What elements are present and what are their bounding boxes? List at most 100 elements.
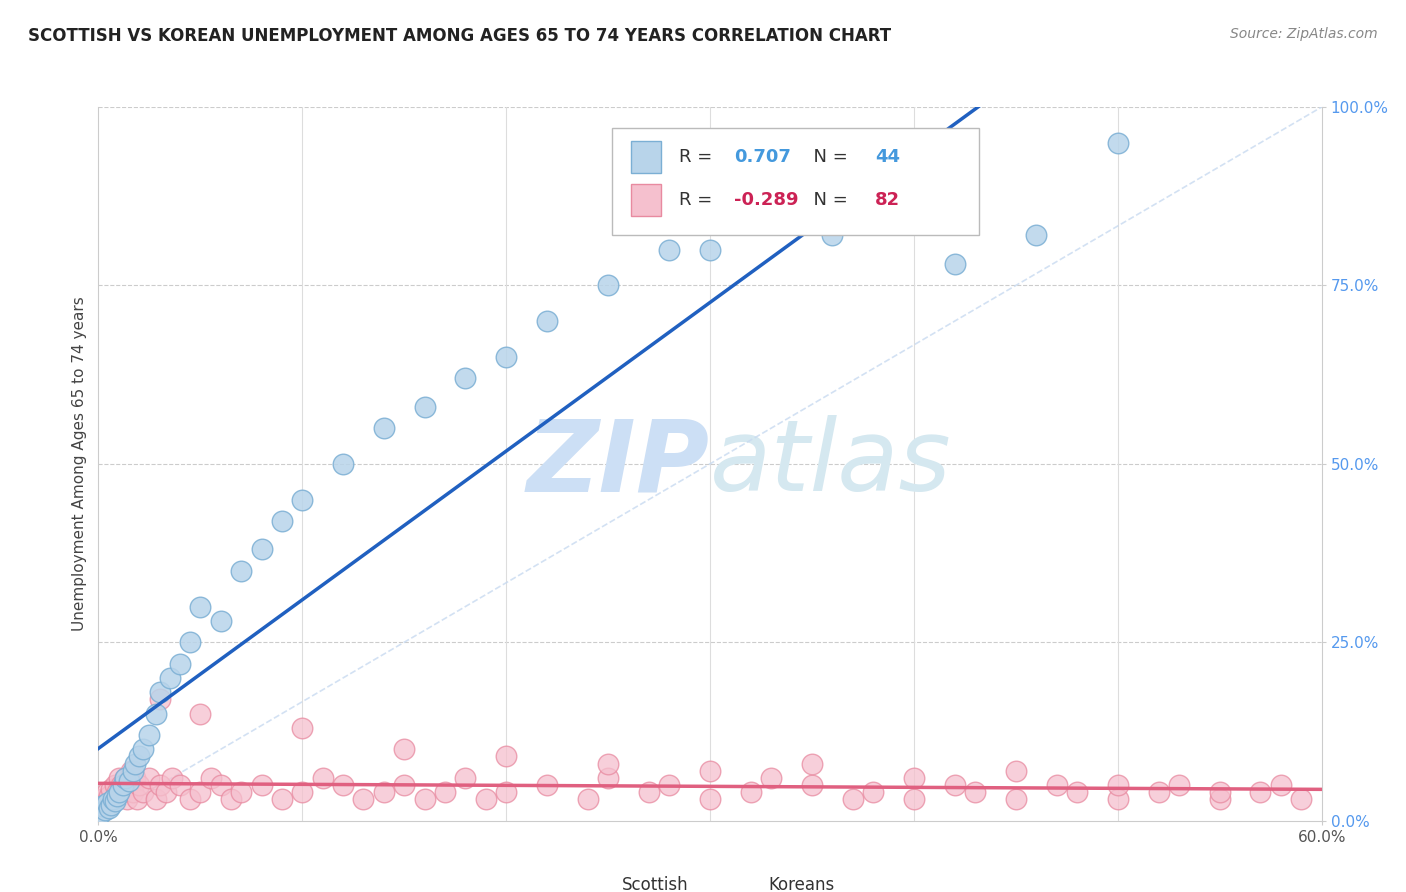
Point <box>943 778 966 792</box>
Text: 44: 44 <box>875 148 900 166</box>
Text: atlas: atlas <box>710 416 952 512</box>
Point <box>188 785 212 799</box>
Point <box>1209 792 1232 806</box>
Text: ZIP: ZIP <box>527 416 710 512</box>
Point <box>93 803 115 817</box>
Point <box>291 492 314 507</box>
Point <box>598 278 620 293</box>
Point <box>373 785 395 799</box>
Point <box>658 778 681 792</box>
Point <box>105 789 128 803</box>
Point <box>270 792 294 806</box>
Point <box>495 749 517 764</box>
Point <box>1107 792 1129 806</box>
Y-axis label: Unemployment Among Ages 65 to 74 years: Unemployment Among Ages 65 to 74 years <box>72 296 87 632</box>
Point <box>761 186 783 200</box>
Point <box>128 778 150 792</box>
Point <box>658 243 681 257</box>
Point <box>231 785 253 799</box>
Point <box>104 794 127 808</box>
Text: 0.707: 0.707 <box>734 148 792 166</box>
Point <box>169 778 191 792</box>
Point <box>699 792 721 806</box>
Point <box>118 774 141 789</box>
Point <box>250 542 273 557</box>
Point <box>100 797 122 812</box>
Point <box>91 799 114 814</box>
Bar <box>588 871 614 892</box>
Point <box>120 764 142 778</box>
Point <box>495 350 517 364</box>
Point <box>1004 792 1026 806</box>
Point <box>104 778 127 792</box>
Point <box>862 186 884 200</box>
Point <box>89 799 111 814</box>
Point <box>97 801 120 815</box>
Point <box>100 781 122 796</box>
Point <box>118 778 141 792</box>
Point <box>576 792 599 806</box>
Point <box>1025 228 1047 243</box>
Point <box>91 792 114 806</box>
Point <box>160 771 183 785</box>
Point <box>108 785 131 799</box>
Point <box>132 785 155 799</box>
Point <box>115 792 138 806</box>
Point <box>138 771 160 785</box>
Point <box>699 764 721 778</box>
Text: N =: N = <box>801 191 853 209</box>
Point <box>474 792 498 806</box>
Point <box>114 771 136 785</box>
Bar <box>630 141 661 173</box>
Point <box>209 778 232 792</box>
Point <box>124 771 146 785</box>
Point <box>598 756 620 771</box>
Text: R =: R = <box>679 148 718 166</box>
Point <box>149 692 172 706</box>
Point <box>1147 785 1170 799</box>
Point <box>128 749 150 764</box>
Point <box>145 706 167 721</box>
Point <box>122 764 145 778</box>
Point <box>250 778 273 792</box>
Point <box>127 792 149 806</box>
Bar <box>630 184 661 216</box>
Point <box>1209 785 1232 799</box>
Point <box>352 792 374 806</box>
Point <box>903 792 925 806</box>
Point <box>413 400 436 414</box>
Point <box>108 771 131 785</box>
Point <box>699 243 721 257</box>
Point <box>536 314 558 328</box>
Point <box>149 685 172 699</box>
Text: 82: 82 <box>875 191 900 209</box>
Point <box>1167 778 1189 792</box>
FancyBboxPatch shape <box>612 128 979 235</box>
Point <box>101 792 124 806</box>
Point <box>188 706 212 721</box>
Point <box>1107 778 1129 792</box>
Point <box>862 785 884 799</box>
Bar <box>734 871 762 892</box>
Point <box>1249 785 1271 799</box>
Point <box>138 728 160 742</box>
Point <box>110 778 132 792</box>
Point <box>101 792 124 806</box>
Point <box>965 785 987 799</box>
Point <box>96 796 118 810</box>
Point <box>413 792 436 806</box>
Point <box>200 771 222 785</box>
Point <box>114 771 136 785</box>
Point <box>312 771 335 785</box>
Point <box>155 785 177 799</box>
Point <box>801 756 824 771</box>
Point <box>332 778 354 792</box>
Text: N =: N = <box>801 148 853 166</box>
Point <box>96 785 118 799</box>
Point <box>149 778 172 792</box>
Point <box>903 771 925 785</box>
Point <box>179 792 201 806</box>
Point <box>124 756 146 771</box>
Point <box>105 785 128 799</box>
Point <box>111 785 134 799</box>
